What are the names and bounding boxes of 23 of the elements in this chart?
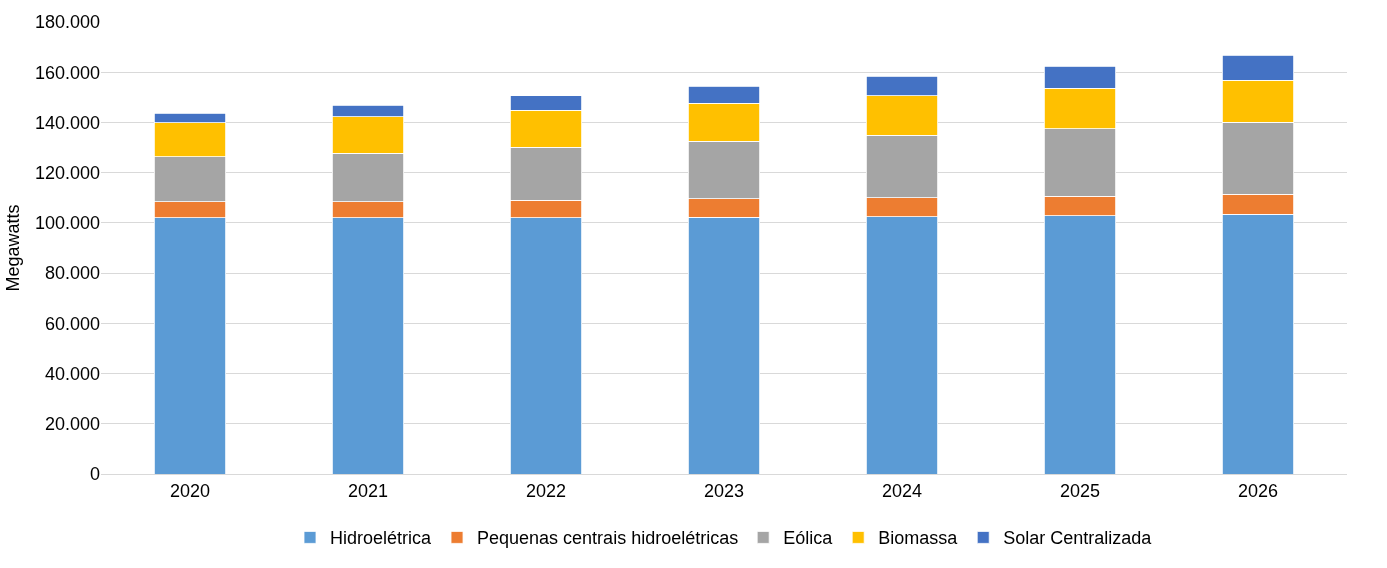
legend-label: Biomassa [878,528,959,549]
y-tick-label: 180.000 [34,12,100,33]
y-tick-label: 120.000 [34,162,100,183]
legend-label: Pequenas centrais hidroelétricas [477,528,739,549]
y-tick-label: 40.000 [44,363,100,384]
x-tick-label: 2021 [347,480,389,501]
y-tick-label: 80.000 [44,263,100,284]
y-tick-label: 100.000 [34,213,100,234]
y-tick-label: 0 [89,464,100,485]
y-tick-label: 60.000 [44,313,100,334]
y-tick-label: 140.000 [34,112,100,133]
legend-label: Solar Centralizada [1003,528,1153,549]
y-tick-label: 20.000 [44,414,100,435]
legend-label: Hidroelétrica [330,528,433,549]
y-axis-title: Megawatts [3,204,24,292]
y-tick-label: 160.000 [34,62,100,83]
legend-label: Eólica [783,528,834,549]
x-tick-label: 2022 [525,480,567,501]
x-tick-label: 2025 [1059,480,1101,501]
x-tick-label: 2023 [703,480,745,501]
x-tick-label: 2026 [1237,480,1279,501]
x-tick-label: 2020 [169,480,211,501]
x-tick-label: 2024 [881,480,923,501]
